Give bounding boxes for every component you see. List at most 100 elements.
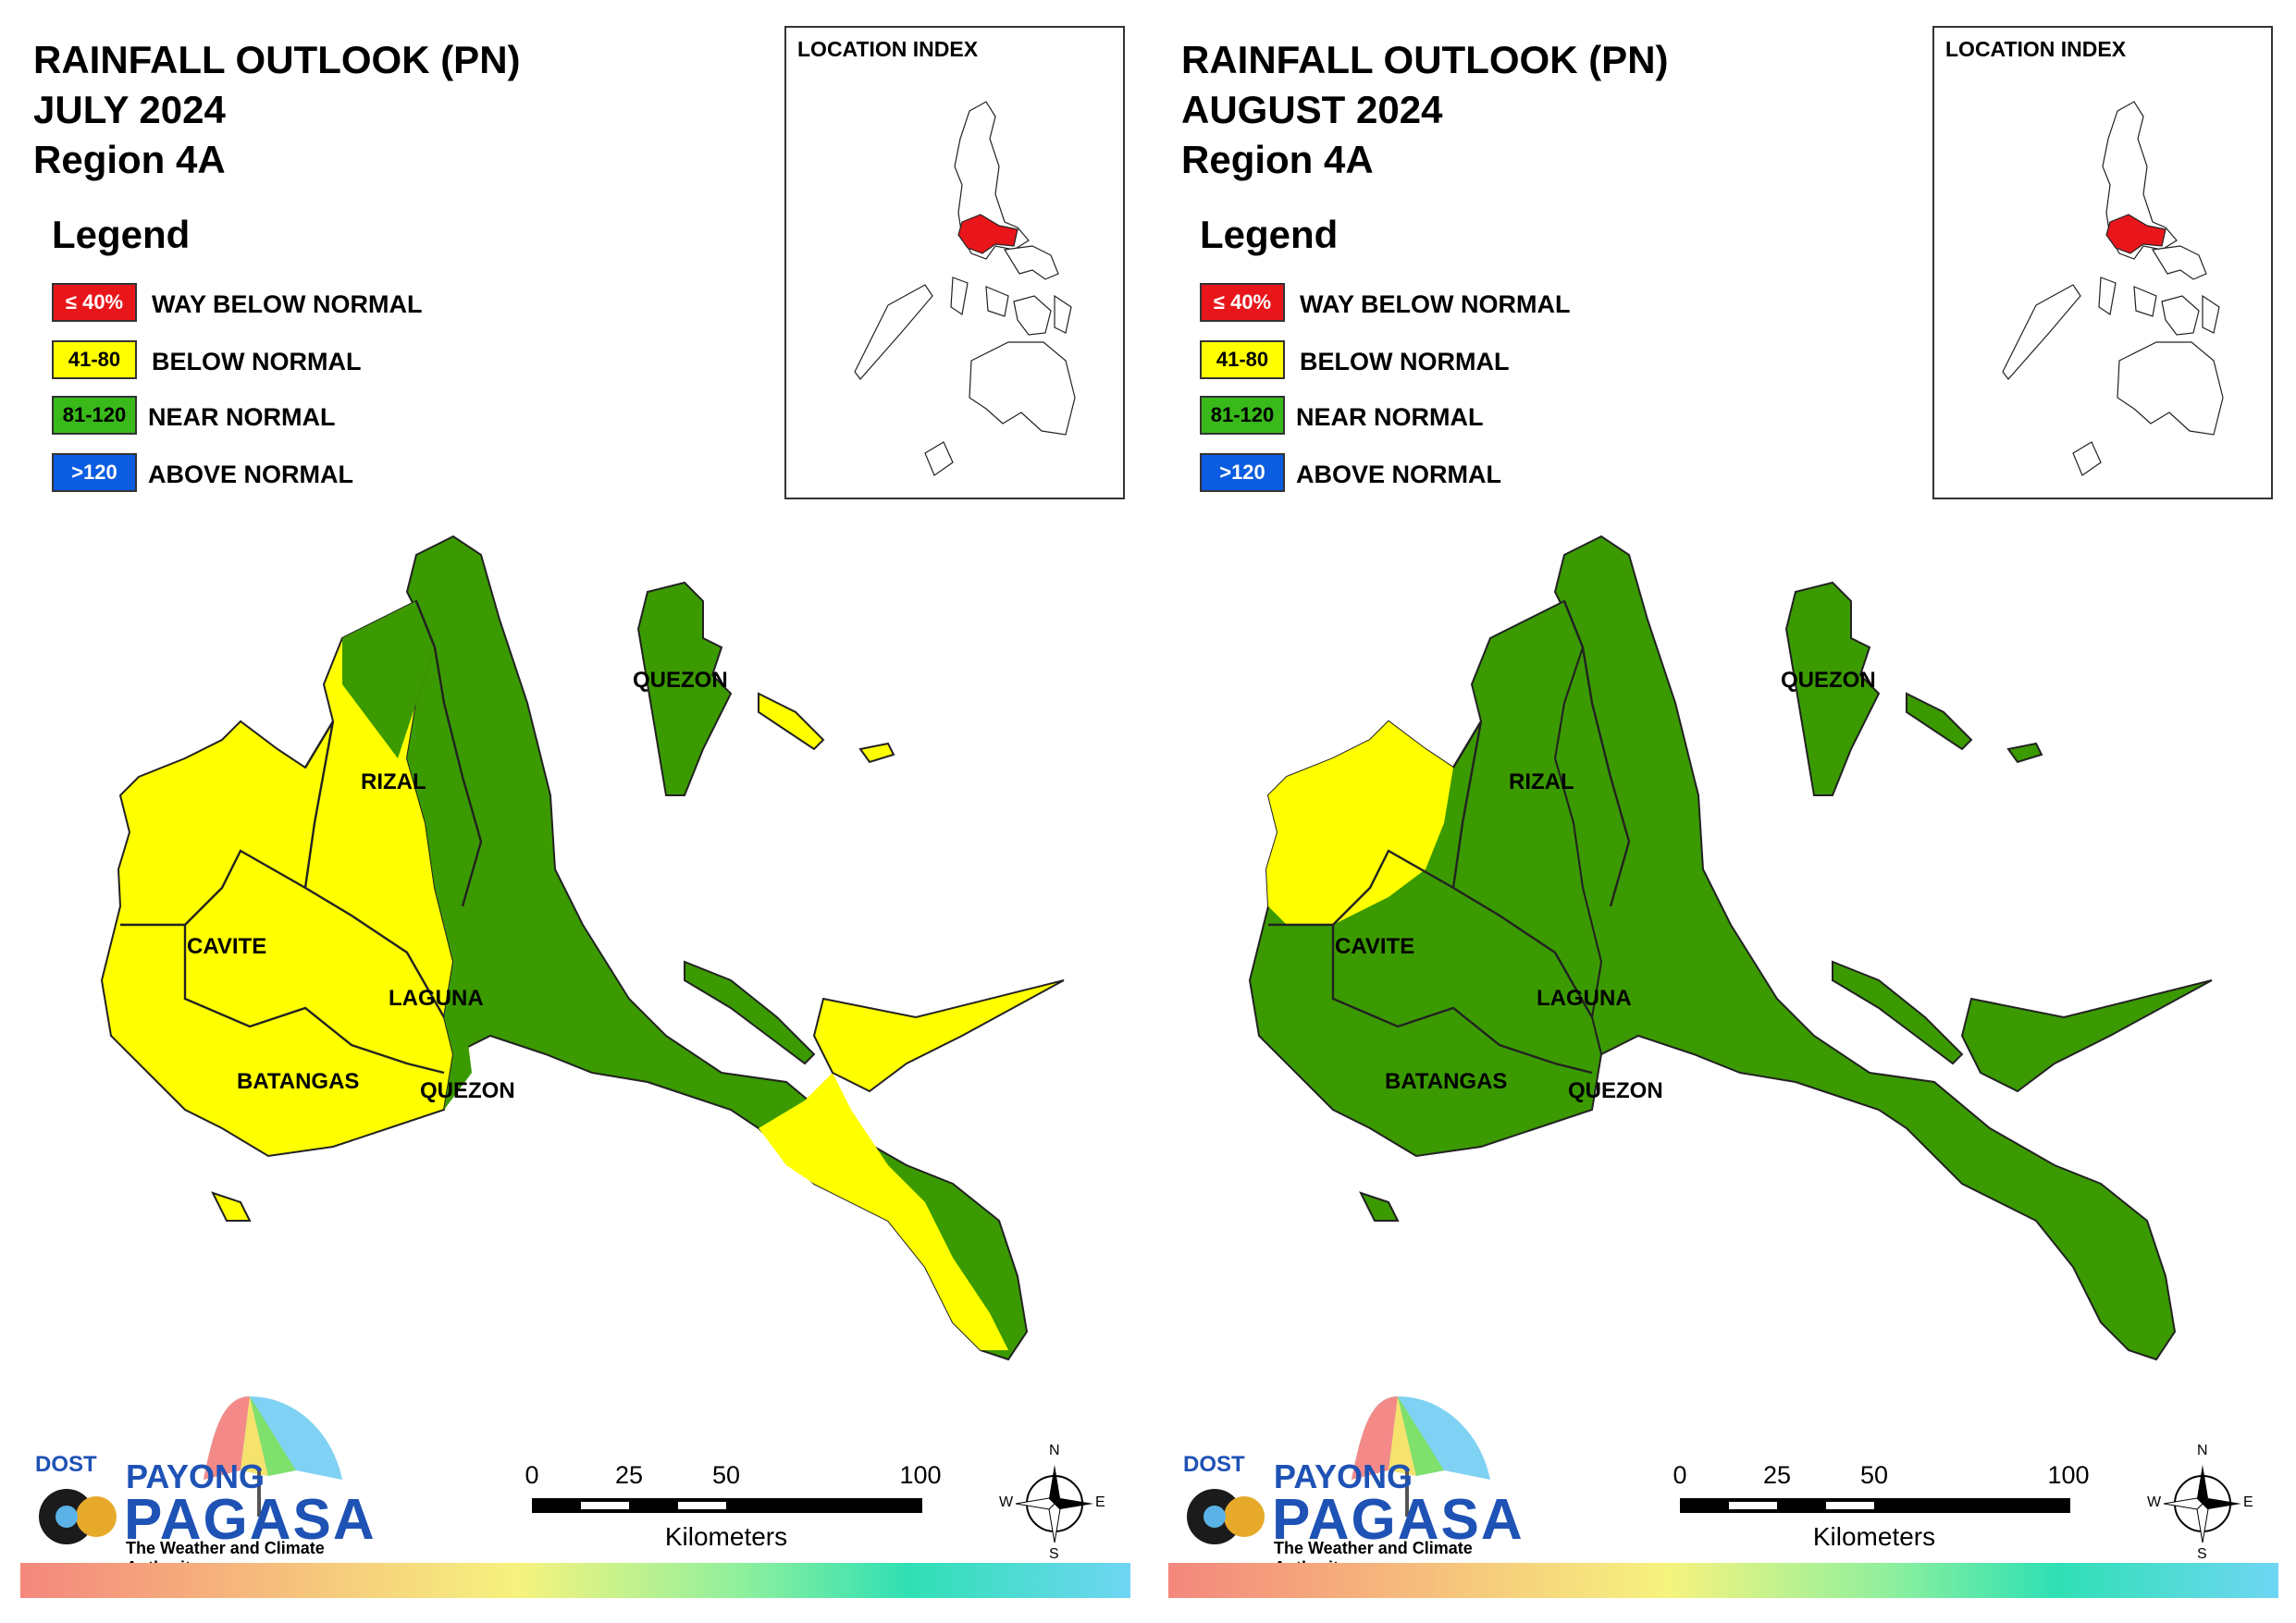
label-batangas: BATANGAS [1385, 1069, 1508, 1094]
label-quezon-south: QUEZON [420, 1078, 515, 1103]
scale-tick: 100 [2047, 1461, 2090, 1489]
rainfall-map [100, 535, 1065, 1361]
boundary-rizal-quezon [414, 600, 483, 907]
compass-rose-icon [2163, 1465, 2241, 1543]
scale-tick: 100 [899, 1461, 942, 1489]
boundary-rizal-quezon [1562, 600, 1631, 907]
legend-swatch: 81-120 [52, 396, 137, 435]
polillo-island [636, 581, 733, 796]
label-laguna: LAGUNA [389, 986, 484, 1011]
label-quezon-north: QUEZON [1781, 668, 1876, 693]
legend-swatch: 41-80 [52, 340, 137, 379]
jomalig-island [758, 692, 825, 751]
boundary-batangas [1331, 925, 1593, 1075]
title-region: Region 4A [33, 138, 226, 181]
outlook-panel-august: RAINFALL OUTLOOK (PN) AUGUST 2024 Region… [1148, 0, 2296, 1623]
scale-unit: Kilometers [1812, 1522, 1936, 1551]
batangas-islet [211, 1191, 252, 1222]
scale-tick: 0 [1673, 1461, 1687, 1489]
legend-label: WAY BELOW NORMAL [152, 290, 423, 318]
scale-tick: 25 [1762, 1461, 1792, 1489]
label-rizal: RIZAL [1509, 769, 1574, 794]
legend-label: BELOW NORMAL [152, 348, 362, 375]
polillo-island [1784, 581, 1881, 796]
pagasa-logo: DOST PAYONG PAGASA The Weather and Clima… [19, 1378, 398, 1577]
scale-bar: 0 25 50 100 Kilometers [523, 1461, 941, 1563]
jomalig-island [1906, 692, 1973, 751]
label-rizal: RIZAL [361, 769, 426, 794]
rizal-laguna-green-strip [407, 647, 472, 1110]
label-cavite: CAVITE [1335, 934, 1415, 959]
legend-title: Legend [1200, 213, 1339, 256]
pagasa-text: PAGASA [124, 1488, 376, 1552]
scale-bar: 0 25 50 100 Kilometers [1671, 1461, 2089, 1563]
compass-e: E [2243, 1494, 2253, 1510]
label-batangas: BATANGAS [237, 1069, 360, 1094]
legend-title: Legend [52, 213, 191, 256]
legend-label: WAY BELOW NORMAL [1300, 290, 1571, 318]
label-quezon-south: QUEZON [1568, 1078, 1663, 1103]
legend-swatch: 41-80 [1200, 340, 1285, 379]
legend-swatch: 81-120 [1200, 396, 1285, 435]
quezon-east-arm [1960, 979, 2213, 1093]
small-island-east [2006, 742, 2043, 764]
location-index-label: LOCATION INDEX [1945, 37, 2127, 61]
map-title: RAINFALL OUTLOOK (PN) AUGUST 2024 Region… [1181, 35, 1669, 185]
scale-unit: Kilometers [664, 1522, 788, 1551]
quezon-east-arm [812, 979, 1065, 1093]
boundary-cavite-laguna [1268, 849, 1454, 927]
philippines-inset-map [2002, 101, 2224, 476]
location-index-box: LOCATION INDEX [1932, 26, 2273, 499]
map-title: RAINFALL OUTLOOK (PN) JULY 2024 Region 4… [33, 35, 521, 185]
footer-gradient-bar [20, 1563, 1130, 1598]
small-island-east [858, 742, 895, 764]
outlook-panel-july: RAINFALL OUTLOOK (PN) JULY 2024 Region 4… [19, 26, 1130, 1598]
legend-swatch: >120 [52, 453, 137, 492]
pagasa-logo: DOST PAYONG PAGASA The Weather and Clima… [1167, 1378, 1546, 1577]
scale-tick: 25 [614, 1461, 644, 1489]
legend-swatch: ≤ 40% [52, 283, 137, 322]
compass-e: E [1095, 1494, 1105, 1510]
compass-w: W [999, 1494, 1014, 1510]
bondoc-yellow-zone [759, 1073, 1008, 1350]
title-region: Region 4A [1181, 138, 1374, 181]
batangas-islet [1359, 1191, 1400, 1222]
scale-graphic [1680, 1498, 2070, 1513]
title-month: AUGUST 2024 [1181, 88, 1443, 131]
compass-n: N [2197, 1443, 2208, 1458]
compass-rose-icon [1015, 1465, 1093, 1543]
scale-tick: 0 [525, 1461, 539, 1489]
rainfall-map [1248, 535, 2213, 1361]
alabat-island [684, 960, 816, 1065]
label-cavite: CAVITE [187, 934, 267, 959]
title-line-1: RAINFALL OUTLOOK (PN) [33, 38, 521, 81]
legend-swatch: ≤ 40% [1200, 283, 1285, 322]
legend-label: BELOW NORMAL [1300, 348, 1510, 375]
label-laguna: LAGUNA [1537, 986, 1632, 1011]
legend-label: NEAR NORMAL [148, 403, 336, 431]
scale-tick: 50 [1859, 1461, 1889, 1489]
scale-graphic [532, 1498, 922, 1513]
boundary-cavite-laguna [120, 849, 306, 927]
payong-text: PAYONG [126, 1457, 265, 1495]
pagasa-text: PAGASA [1272, 1488, 1524, 1552]
umbrella-icon [39, 1396, 342, 1544]
compass-s: S [1049, 1546, 1059, 1562]
north-arrow: N E S W [2147, 1443, 2258, 1563]
cavite-yellow-zone [1266, 721, 1453, 925]
label-quezon-north: QUEZON [633, 668, 728, 693]
philippines-inset-map [854, 101, 1076, 476]
compass-w: W [2147, 1494, 2162, 1510]
umbrella-icon [1187, 1396, 1490, 1544]
scale-tick: 50 [711, 1461, 741, 1489]
title-month: JULY 2024 [33, 88, 226, 131]
compass-n: N [1049, 1443, 1060, 1458]
dost-text: DOST [35, 1452, 97, 1477]
payong-text: PAYONG [1274, 1457, 1413, 1495]
rizal-north-green [342, 601, 435, 758]
north-arrow: N E S W [999, 1443, 1110, 1563]
location-index-label: LOCATION INDEX [797, 37, 979, 61]
legend-label: ABOVE NORMAL [148, 461, 353, 488]
legend-swatch: >120 [1200, 453, 1285, 492]
dost-text: DOST [1183, 1452, 1245, 1477]
